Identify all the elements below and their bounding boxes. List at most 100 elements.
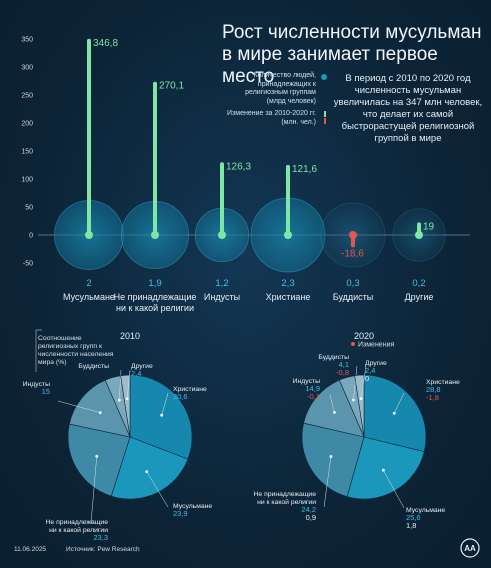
- y-tick-label: 300: [21, 65, 33, 72]
- change-value-label: -18,6: [341, 248, 364, 259]
- legend-change-label: Изменение за 2010-2020 гг. (млн. чел.): [227, 110, 316, 126]
- category-label: Не принадлежащие: [114, 292, 197, 302]
- slice-name-label: ни к какой религии: [257, 498, 316, 506]
- slice-value-label: 30,6: [173, 392, 188, 401]
- population-value-label: 2: [86, 278, 91, 289]
- category-label: ни к какой религии: [116, 303, 194, 313]
- category-label: Христиане: [266, 292, 311, 302]
- slice-change-label: -0,1: [307, 392, 320, 401]
- population-value-label: 2,3: [281, 278, 294, 289]
- slice-value-label: 28,8: [426, 385, 441, 394]
- population-value-label: 1,2: [215, 278, 228, 289]
- change-value-label: 270,1: [159, 81, 184, 92]
- y-tick-label: 350: [21, 37, 33, 44]
- page-title: Рост численности мусульман в мире занима…: [222, 22, 482, 87]
- change-dot: [349, 231, 357, 239]
- legend-population-label: Количество людей, принадлежащих к религи…: [245, 72, 316, 105]
- population-value-label: 1,9: [148, 278, 161, 289]
- slice-value-label: 2,4: [131, 369, 141, 378]
- slice-name-label: Христиане: [426, 379, 460, 386]
- leader-line: [119, 369, 122, 401]
- slice-name-label: Не принадлежащие: [254, 491, 317, 498]
- slice-name-label: Индусты: [23, 381, 50, 388]
- population-value-label: 0,2: [412, 278, 425, 289]
- leader-line: [393, 392, 405, 414]
- change-dot: [151, 231, 159, 239]
- y-tick-label: 50: [25, 205, 33, 212]
- slice-name-label: Мусульмане: [173, 503, 212, 510]
- pie-slice: [69, 379, 131, 438]
- slice-name-label: Христиане: [173, 386, 207, 393]
- change-value-label: 346,8: [93, 38, 118, 49]
- change-value-label: 19: [423, 221, 435, 232]
- slice-value-label: 14,9: [305, 384, 320, 393]
- slice-value-label: 23,3: [93, 533, 108, 542]
- slice-value-label: 23,9: [173, 509, 188, 518]
- leader-line: [146, 471, 169, 508]
- leader-line: [353, 365, 358, 401]
- footer-date: 11.06.2025: [14, 546, 47, 553]
- slice-change-label: 0,9: [306, 513, 316, 522]
- slice-value-label: 4,1: [339, 360, 349, 369]
- y-tick-label: 0: [29, 233, 33, 240]
- slice-change-label: -1,8: [426, 393, 439, 402]
- pie-slice: [67, 423, 131, 497]
- y-tick-label: 100: [21, 177, 33, 184]
- change-value-label: 121,6: [292, 164, 317, 175]
- population-value-label: 0,3: [346, 278, 359, 289]
- change-dot: [218, 231, 226, 239]
- pie-slice: [354, 374, 365, 438]
- leader-line: [126, 369, 131, 399]
- category-label: Индусты: [204, 292, 240, 302]
- slice-change-label: -0,8: [336, 368, 349, 377]
- y-tick-label: 150: [21, 149, 33, 156]
- slice-name-label: Другие: [365, 360, 387, 367]
- slice-value-label: 2,4: [365, 366, 375, 375]
- footer-source: Источник: Pew Research: [66, 546, 140, 553]
- slice-change-label: 1,8: [406, 521, 416, 530]
- change-dot: [415, 231, 423, 239]
- category-label: Буддисты: [333, 292, 374, 302]
- pie-subtitle: численности населения: [38, 351, 114, 358]
- slice-name-label: Не принадлежащие: [46, 519, 109, 526]
- category-label: Мусульмане: [63, 292, 115, 302]
- pie-slice: [346, 436, 425, 500]
- pie-subtitle: Соотношение: [38, 335, 82, 342]
- leader-line: [161, 392, 169, 416]
- slice-value-label: 24,2: [301, 505, 316, 514]
- legend-changes-marker: [351, 342, 355, 346]
- pie-slice: [110, 436, 189, 500]
- slice-name-label: Буддисты: [78, 363, 109, 370]
- pie-slice: [120, 374, 131, 438]
- pie-slice: [301, 422, 365, 498]
- y-tick-label: -50: [23, 261, 33, 268]
- leader-line: [329, 394, 335, 413]
- leader-line: [57, 400, 101, 413]
- change-value-label: 126,3: [226, 161, 251, 172]
- description: В период с 2010 по 2020 год численность …: [333, 73, 483, 144]
- slice-name-label: Индусты: [293, 378, 320, 385]
- pie-slice: [129, 374, 193, 460]
- slice-name-label: Буддисты: [318, 354, 349, 361]
- pie-slice: [303, 379, 365, 438]
- leader-line: [360, 365, 367, 399]
- legend-changes-label: Изменения: [358, 342, 394, 349]
- leader-line: [323, 456, 332, 508]
- pie-subtitle: религиозных групп к: [38, 343, 102, 350]
- leader-line: [90, 456, 98, 524]
- y-tick-label: 200: [21, 121, 33, 128]
- slice-change-label: 0: [365, 374, 369, 383]
- pie-subtitle: мира (%): [38, 359, 67, 366]
- change-dot: [284, 231, 292, 239]
- slice-value-label: 15: [42, 387, 50, 396]
- aa-logo-icon: [460, 538, 480, 558]
- y-tick-label: 250: [21, 93, 33, 100]
- slice-name-label: Мусульмане: [406, 507, 445, 514]
- slice-name-label: Другие: [131, 363, 153, 370]
- slice-value-label: 25,6: [406, 513, 421, 522]
- pie-title: 2010: [120, 331, 140, 341]
